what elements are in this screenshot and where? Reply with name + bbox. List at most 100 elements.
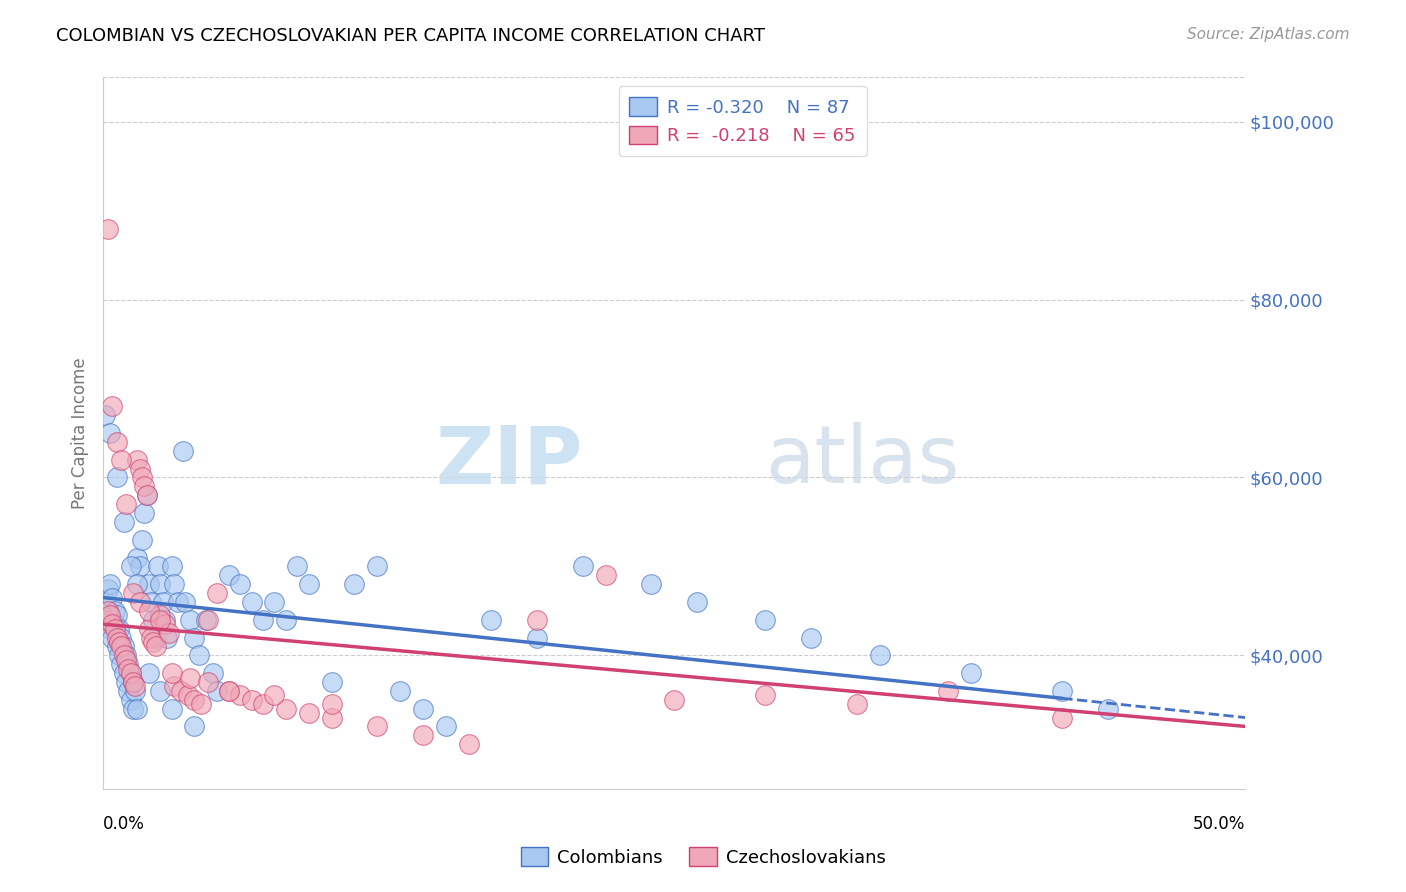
- Point: [145, 631, 167, 645]
- Point: [120, 666, 142, 681]
- Point: [120, 559, 142, 574]
- Y-axis label: Per Capita Income: Per Capita Income: [72, 357, 89, 508]
- Point: [112, 515, 135, 529]
- Point: [389, 683, 412, 698]
- Point: [188, 648, 211, 663]
- Point: [94, 613, 117, 627]
- Point: [263, 595, 285, 609]
- Point: [152, 595, 174, 609]
- Point: [115, 653, 138, 667]
- Point: [197, 613, 219, 627]
- Point: [112, 648, 135, 663]
- Point: [121, 675, 143, 690]
- Point: [172, 443, 194, 458]
- Point: [127, 452, 149, 467]
- Point: [240, 595, 263, 609]
- Point: [94, 595, 117, 609]
- Point: [526, 631, 548, 645]
- Point: [97, 582, 120, 596]
- Point: [108, 622, 131, 636]
- Point: [207, 586, 229, 600]
- Point: [103, 617, 125, 632]
- Point: [201, 666, 224, 681]
- Point: [97, 613, 120, 627]
- Point: [218, 683, 240, 698]
- Legend: Colombians, Czechoslovakians: Colombians, Czechoslovakians: [513, 840, 893, 874]
- Point: [163, 577, 186, 591]
- Point: [160, 701, 183, 715]
- Point: [936, 683, 959, 698]
- Point: [167, 595, 190, 609]
- Point: [434, 719, 457, 733]
- Point: [135, 488, 157, 502]
- Text: Source: ZipAtlas.com: Source: ZipAtlas.com: [1187, 27, 1350, 42]
- Point: [101, 617, 124, 632]
- Point: [115, 648, 138, 663]
- Point: [117, 662, 139, 676]
- Point: [479, 613, 502, 627]
- Point: [298, 706, 321, 720]
- Point: [149, 613, 172, 627]
- Point: [153, 617, 176, 632]
- Point: [526, 613, 548, 627]
- Point: [412, 728, 434, 742]
- Point: [156, 631, 179, 645]
- Point: [142, 635, 165, 649]
- Legend: R = -0.320    N = 87, R =  -0.218    N = 65: R = -0.320 N = 87, R = -0.218 N = 65: [619, 87, 866, 156]
- Point: [97, 221, 120, 235]
- Point: [149, 683, 172, 698]
- Point: [229, 577, 252, 591]
- Point: [115, 497, 138, 511]
- Point: [343, 577, 366, 591]
- Point: [124, 683, 146, 698]
- Point: [110, 657, 132, 672]
- Point: [124, 680, 146, 694]
- Point: [135, 488, 157, 502]
- Point: [157, 626, 180, 640]
- Point: [121, 675, 143, 690]
- Point: [105, 640, 128, 654]
- Point: [142, 613, 165, 627]
- Point: [640, 577, 662, 591]
- Point: [321, 710, 343, 724]
- Point: [115, 675, 138, 690]
- Point: [112, 640, 135, 654]
- Text: atlas: atlas: [765, 423, 960, 500]
- Text: COLOMBIAN VS CZECHOSLOVAKIAN PER CAPITA INCOME CORRELATION CHART: COLOMBIAN VS CZECHOSLOVAKIAN PER CAPITA …: [56, 27, 765, 45]
- Point: [110, 631, 132, 645]
- Point: [120, 666, 142, 681]
- Point: [183, 692, 205, 706]
- Point: [98, 577, 121, 591]
- Point: [1052, 683, 1074, 698]
- Point: [98, 608, 121, 623]
- Point: [120, 692, 142, 706]
- Point: [1097, 701, 1119, 715]
- Point: [194, 613, 217, 627]
- Point: [103, 622, 125, 636]
- Point: [285, 559, 308, 574]
- Point: [146, 559, 169, 574]
- Point: [127, 701, 149, 715]
- Point: [183, 719, 205, 733]
- Point: [298, 577, 321, 591]
- Point: [252, 697, 274, 711]
- Point: [127, 550, 149, 565]
- Point: [149, 608, 172, 623]
- Point: [218, 568, 240, 582]
- Text: 0.0%: 0.0%: [103, 815, 145, 833]
- Point: [229, 688, 252, 702]
- Point: [179, 613, 201, 627]
- Point: [366, 559, 388, 574]
- Point: [138, 622, 160, 636]
- Point: [97, 604, 120, 618]
- Point: [138, 666, 160, 681]
- Point: [274, 613, 297, 627]
- Point: [139, 631, 162, 645]
- Point: [110, 640, 132, 654]
- Point: [190, 697, 212, 711]
- Point: [134, 506, 156, 520]
- Point: [121, 586, 143, 600]
- Point: [101, 631, 124, 645]
- Point: [128, 461, 150, 475]
- Point: [179, 671, 201, 685]
